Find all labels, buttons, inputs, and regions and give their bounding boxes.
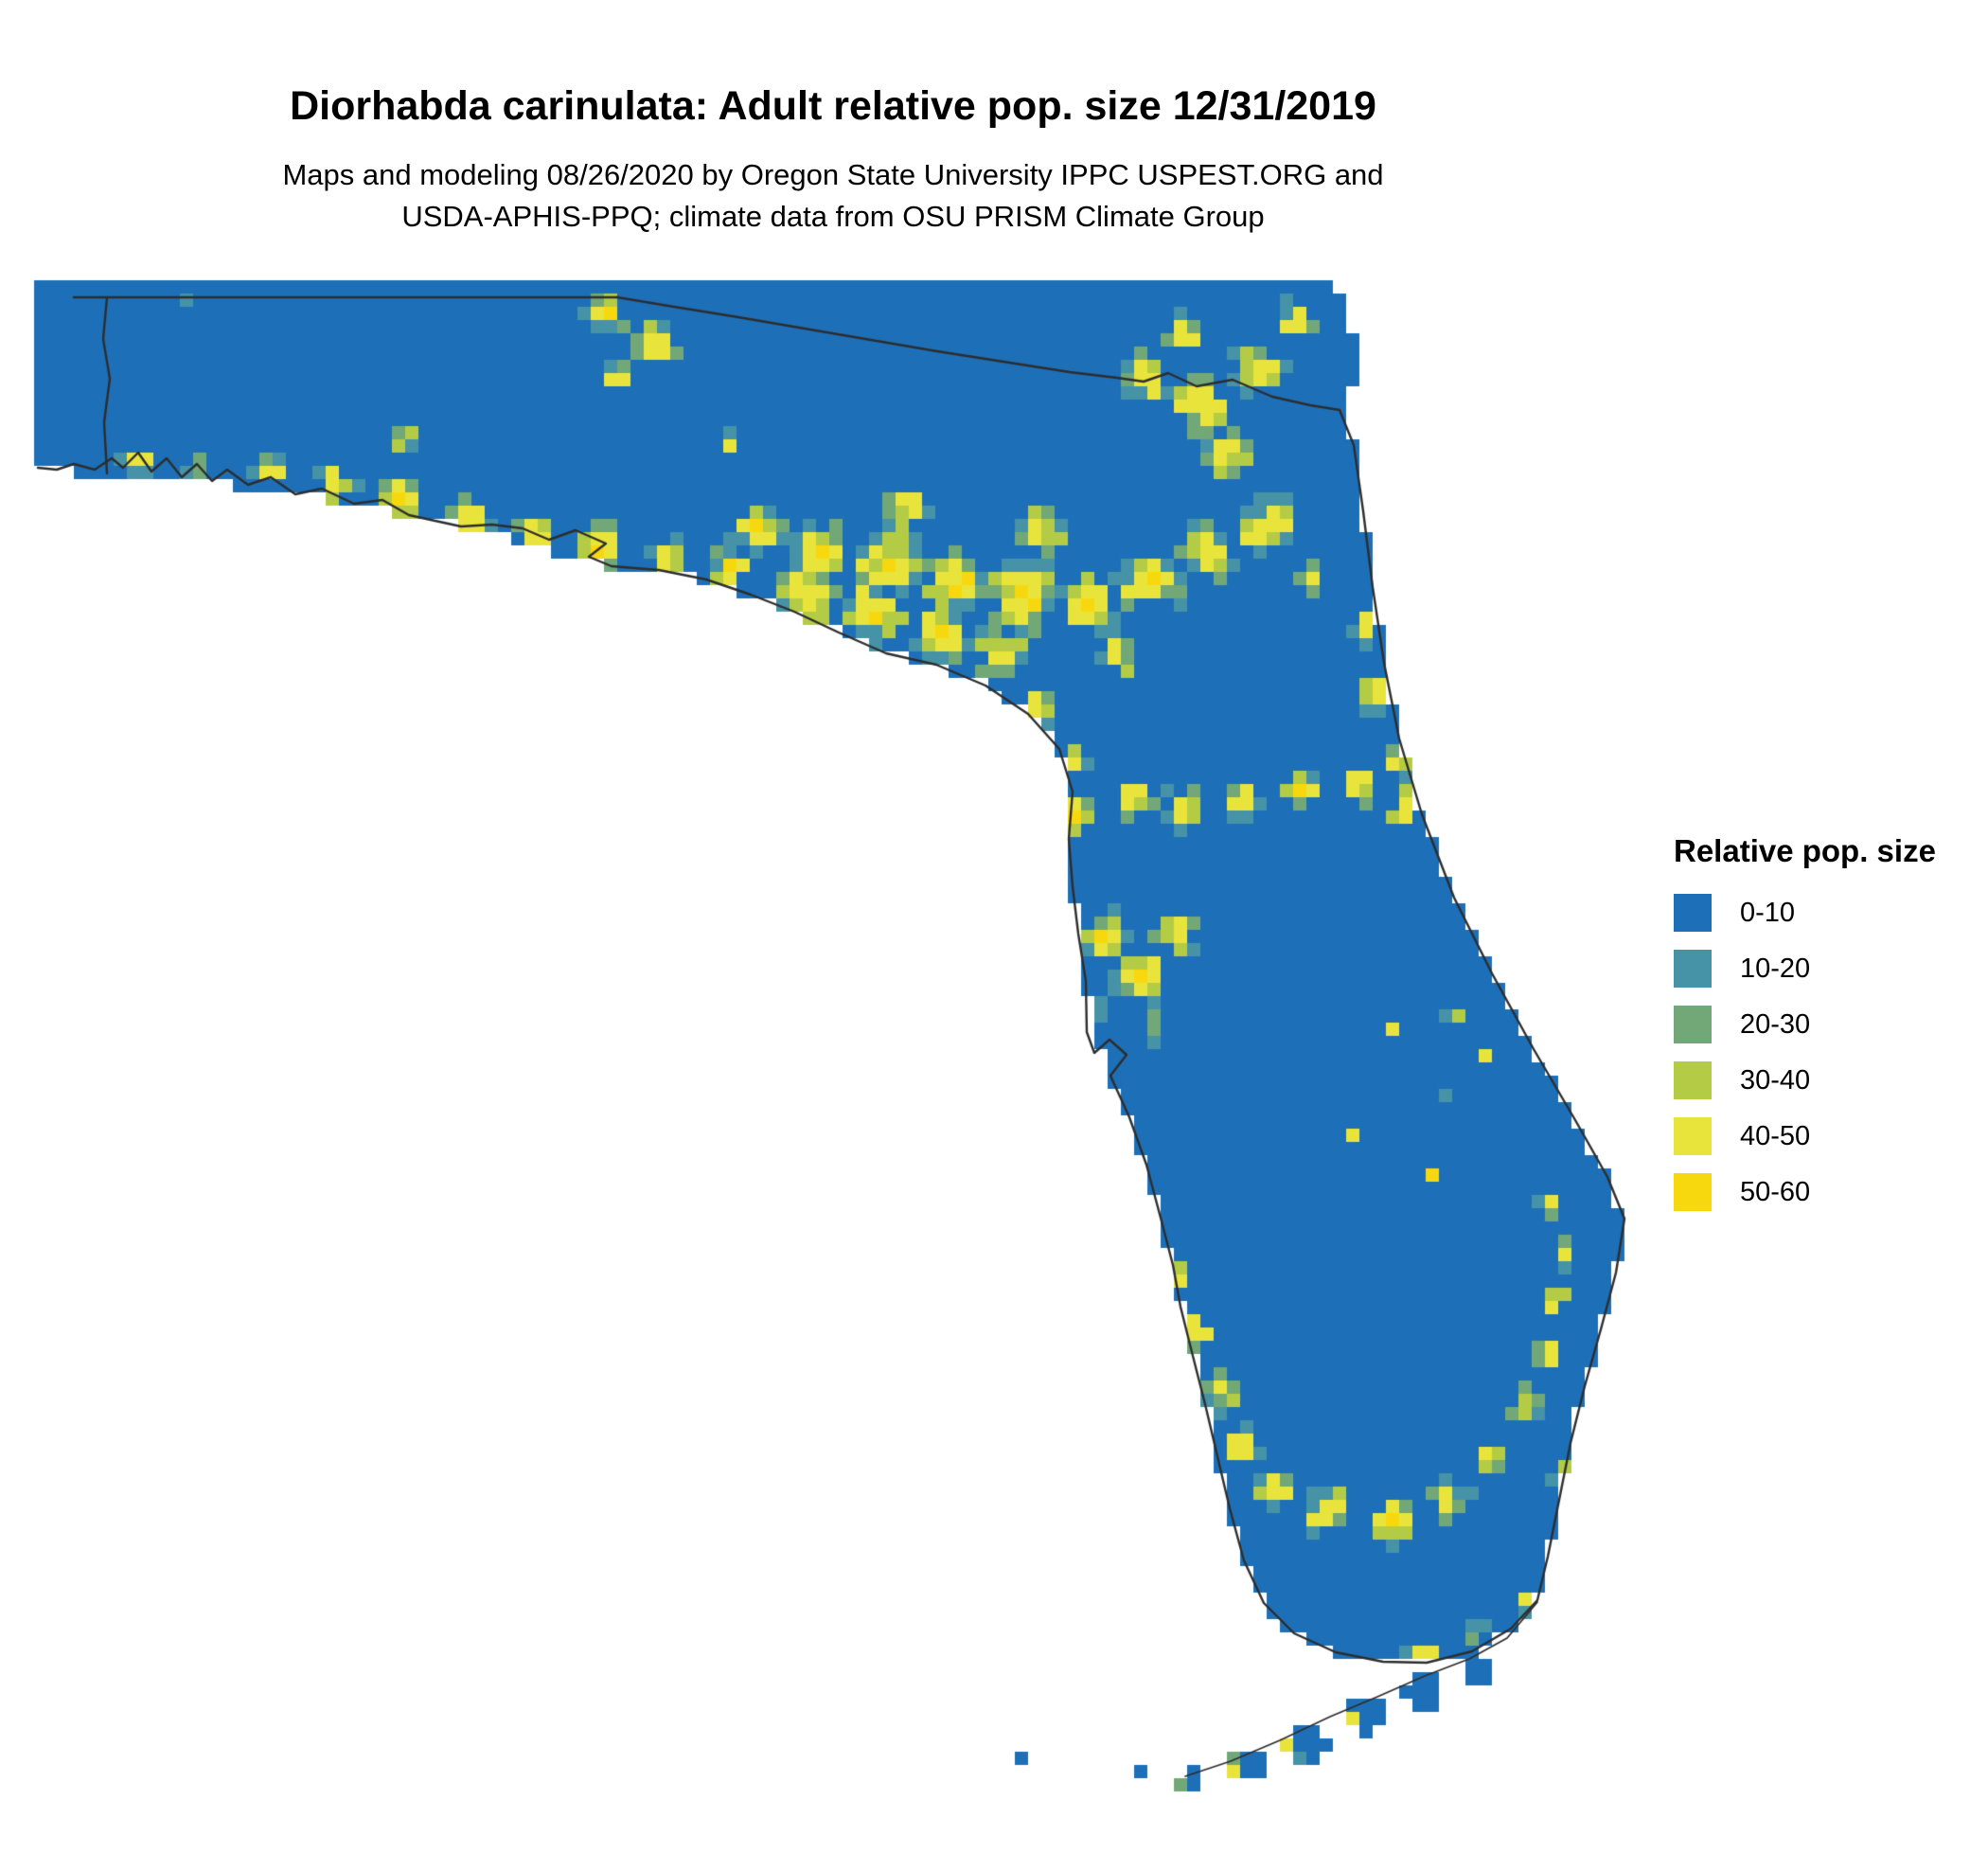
- legend-label: 40-50: [1740, 1120, 1811, 1151]
- legend-item: 40-50: [1674, 1117, 1936, 1155]
- legend-label: 50-60: [1740, 1176, 1811, 1207]
- legend-swatch: [1674, 1173, 1712, 1211]
- legend-label: 0-10: [1740, 897, 1796, 928]
- map-title: Diorhabda carinulata: Adult relative pop…: [290, 83, 1376, 129]
- legend-items: 0-10 10-20 20-30 30-40 40-50 50-60: [1674, 894, 1936, 1211]
- legend-swatch: [1674, 1006, 1712, 1043]
- legend-swatch: [1674, 1117, 1712, 1155]
- legend-item: 20-30: [1674, 1006, 1936, 1043]
- legend-swatch: [1674, 894, 1712, 932]
- legend-title: Relative pop. size: [1674, 833, 1936, 868]
- legend-item: 30-40: [1674, 1061, 1936, 1099]
- legend-label: 20-30: [1740, 1008, 1811, 1040]
- legend-item: 50-60: [1674, 1173, 1936, 1211]
- legend-label: 10-20: [1740, 953, 1811, 984]
- legend: Relative pop. size 0-10 10-20 20-30 30-40 40…: [1674, 833, 1936, 1229]
- legend-swatch: [1674, 950, 1712, 988]
- map-subtitle-line1: Maps and modeling 08/26/2020 by Oregon S…: [282, 158, 1384, 191]
- legend-label: 30-40: [1740, 1064, 1811, 1096]
- legend-item: 0-10: [1674, 894, 1936, 932]
- legend-swatch: [1674, 1061, 1712, 1099]
- map-subtitle-line2: USDA-APHIS-PPQ; climate data from OSU PR…: [401, 200, 1265, 234]
- map-header: Diorhabda carinulata: Adult relative pop…: [0, 83, 1666, 238]
- legend-item: 10-20: [1674, 950, 1936, 988]
